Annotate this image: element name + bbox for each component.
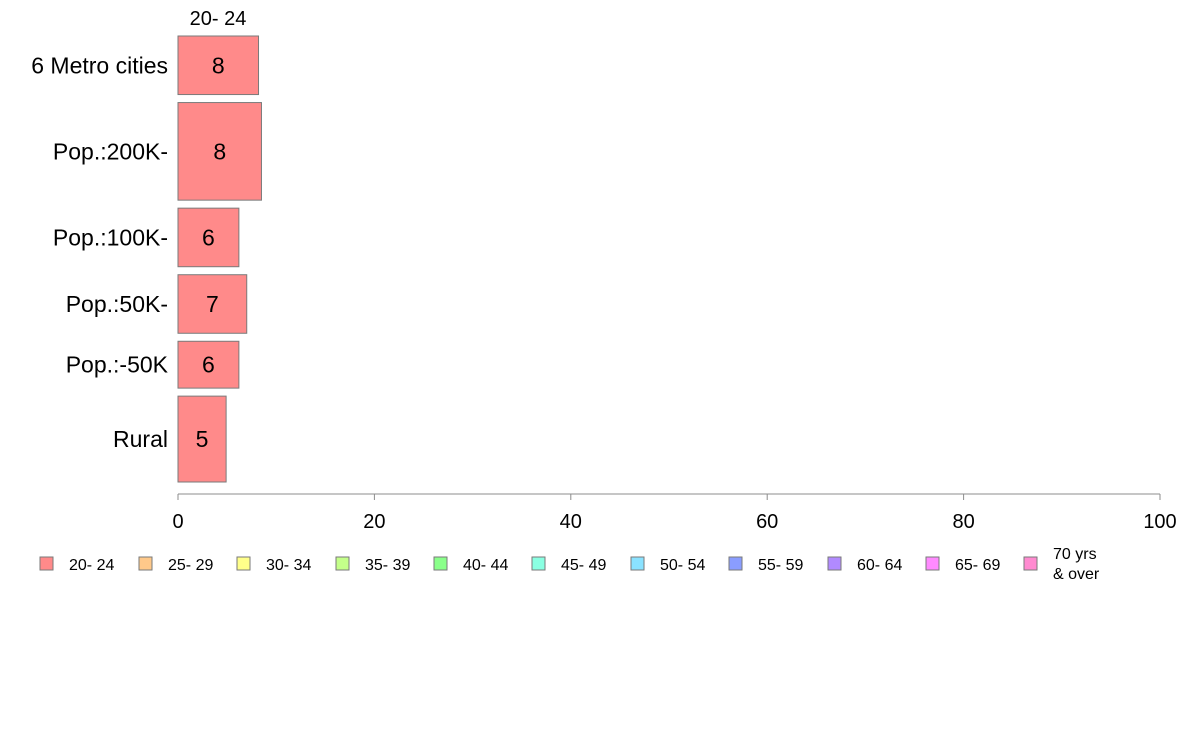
x-tick-label: 20 bbox=[363, 511, 385, 533]
legend-label: 35- 39 bbox=[365, 557, 410, 574]
x-tick-label: 60 bbox=[756, 511, 778, 533]
legend-swatch bbox=[630, 556, 645, 571]
category-label: 6 Metro cities bbox=[31, 52, 168, 78]
legend-swatch bbox=[1023, 556, 1038, 571]
bar-value-label: 6 bbox=[202, 352, 215, 378]
bar-value-label: 7 bbox=[206, 291, 219, 317]
bar-segment bbox=[177, 340, 240, 389]
bar-value-label: 5 bbox=[196, 426, 209, 452]
bar-segment bbox=[177, 102, 262, 201]
x-tick-label: 40 bbox=[560, 511, 582, 533]
category-label: Rural bbox=[113, 426, 168, 452]
category-label: Pop.:-50K bbox=[66, 352, 169, 378]
legend-label: 40- 44 bbox=[463, 557, 508, 574]
legend-label: 70 yrs & over bbox=[1053, 546, 1100, 583]
legend-label: 45- 49 bbox=[561, 557, 606, 574]
legend-swatch bbox=[138, 556, 153, 571]
x-tick-label: 80 bbox=[952, 511, 974, 533]
legend-label: 60- 64 bbox=[857, 557, 902, 574]
x-tick-label: 100 bbox=[1143, 511, 1176, 533]
bar-segment bbox=[177, 35, 260, 96]
x-tick-label: 0 bbox=[172, 511, 183, 533]
legend-label: 25- 29 bbox=[168, 557, 213, 574]
legend-label: 55- 59 bbox=[758, 557, 803, 574]
column-header: 20- 24 bbox=[190, 8, 247, 30]
legend-swatch bbox=[925, 556, 940, 571]
legend-swatch bbox=[335, 556, 350, 571]
bar-segment bbox=[177, 395, 227, 483]
category-label: Pop.:50K- bbox=[66, 291, 168, 317]
category-label: Pop.:200K- bbox=[53, 138, 168, 164]
legend-label: 50- 54 bbox=[660, 557, 705, 574]
legend-swatch bbox=[433, 556, 448, 571]
legend-swatch bbox=[728, 556, 743, 571]
legend-swatch bbox=[236, 556, 251, 571]
bar-segment bbox=[177, 274, 248, 334]
bar-value-label: 8 bbox=[212, 52, 225, 78]
legend-label: 20- 24 bbox=[69, 557, 114, 574]
legend-label: 65- 69 bbox=[955, 557, 1000, 574]
legend-label: 30- 34 bbox=[266, 557, 311, 574]
bar-value-label: 8 bbox=[213, 138, 226, 164]
legend-swatch bbox=[39, 556, 54, 571]
legend-swatch bbox=[827, 556, 842, 571]
bar-segment bbox=[177, 207, 240, 268]
bar-value-label: 6 bbox=[202, 224, 215, 250]
category-label: Pop.:100K- bbox=[53, 224, 168, 250]
legend-swatch bbox=[531, 556, 546, 571]
